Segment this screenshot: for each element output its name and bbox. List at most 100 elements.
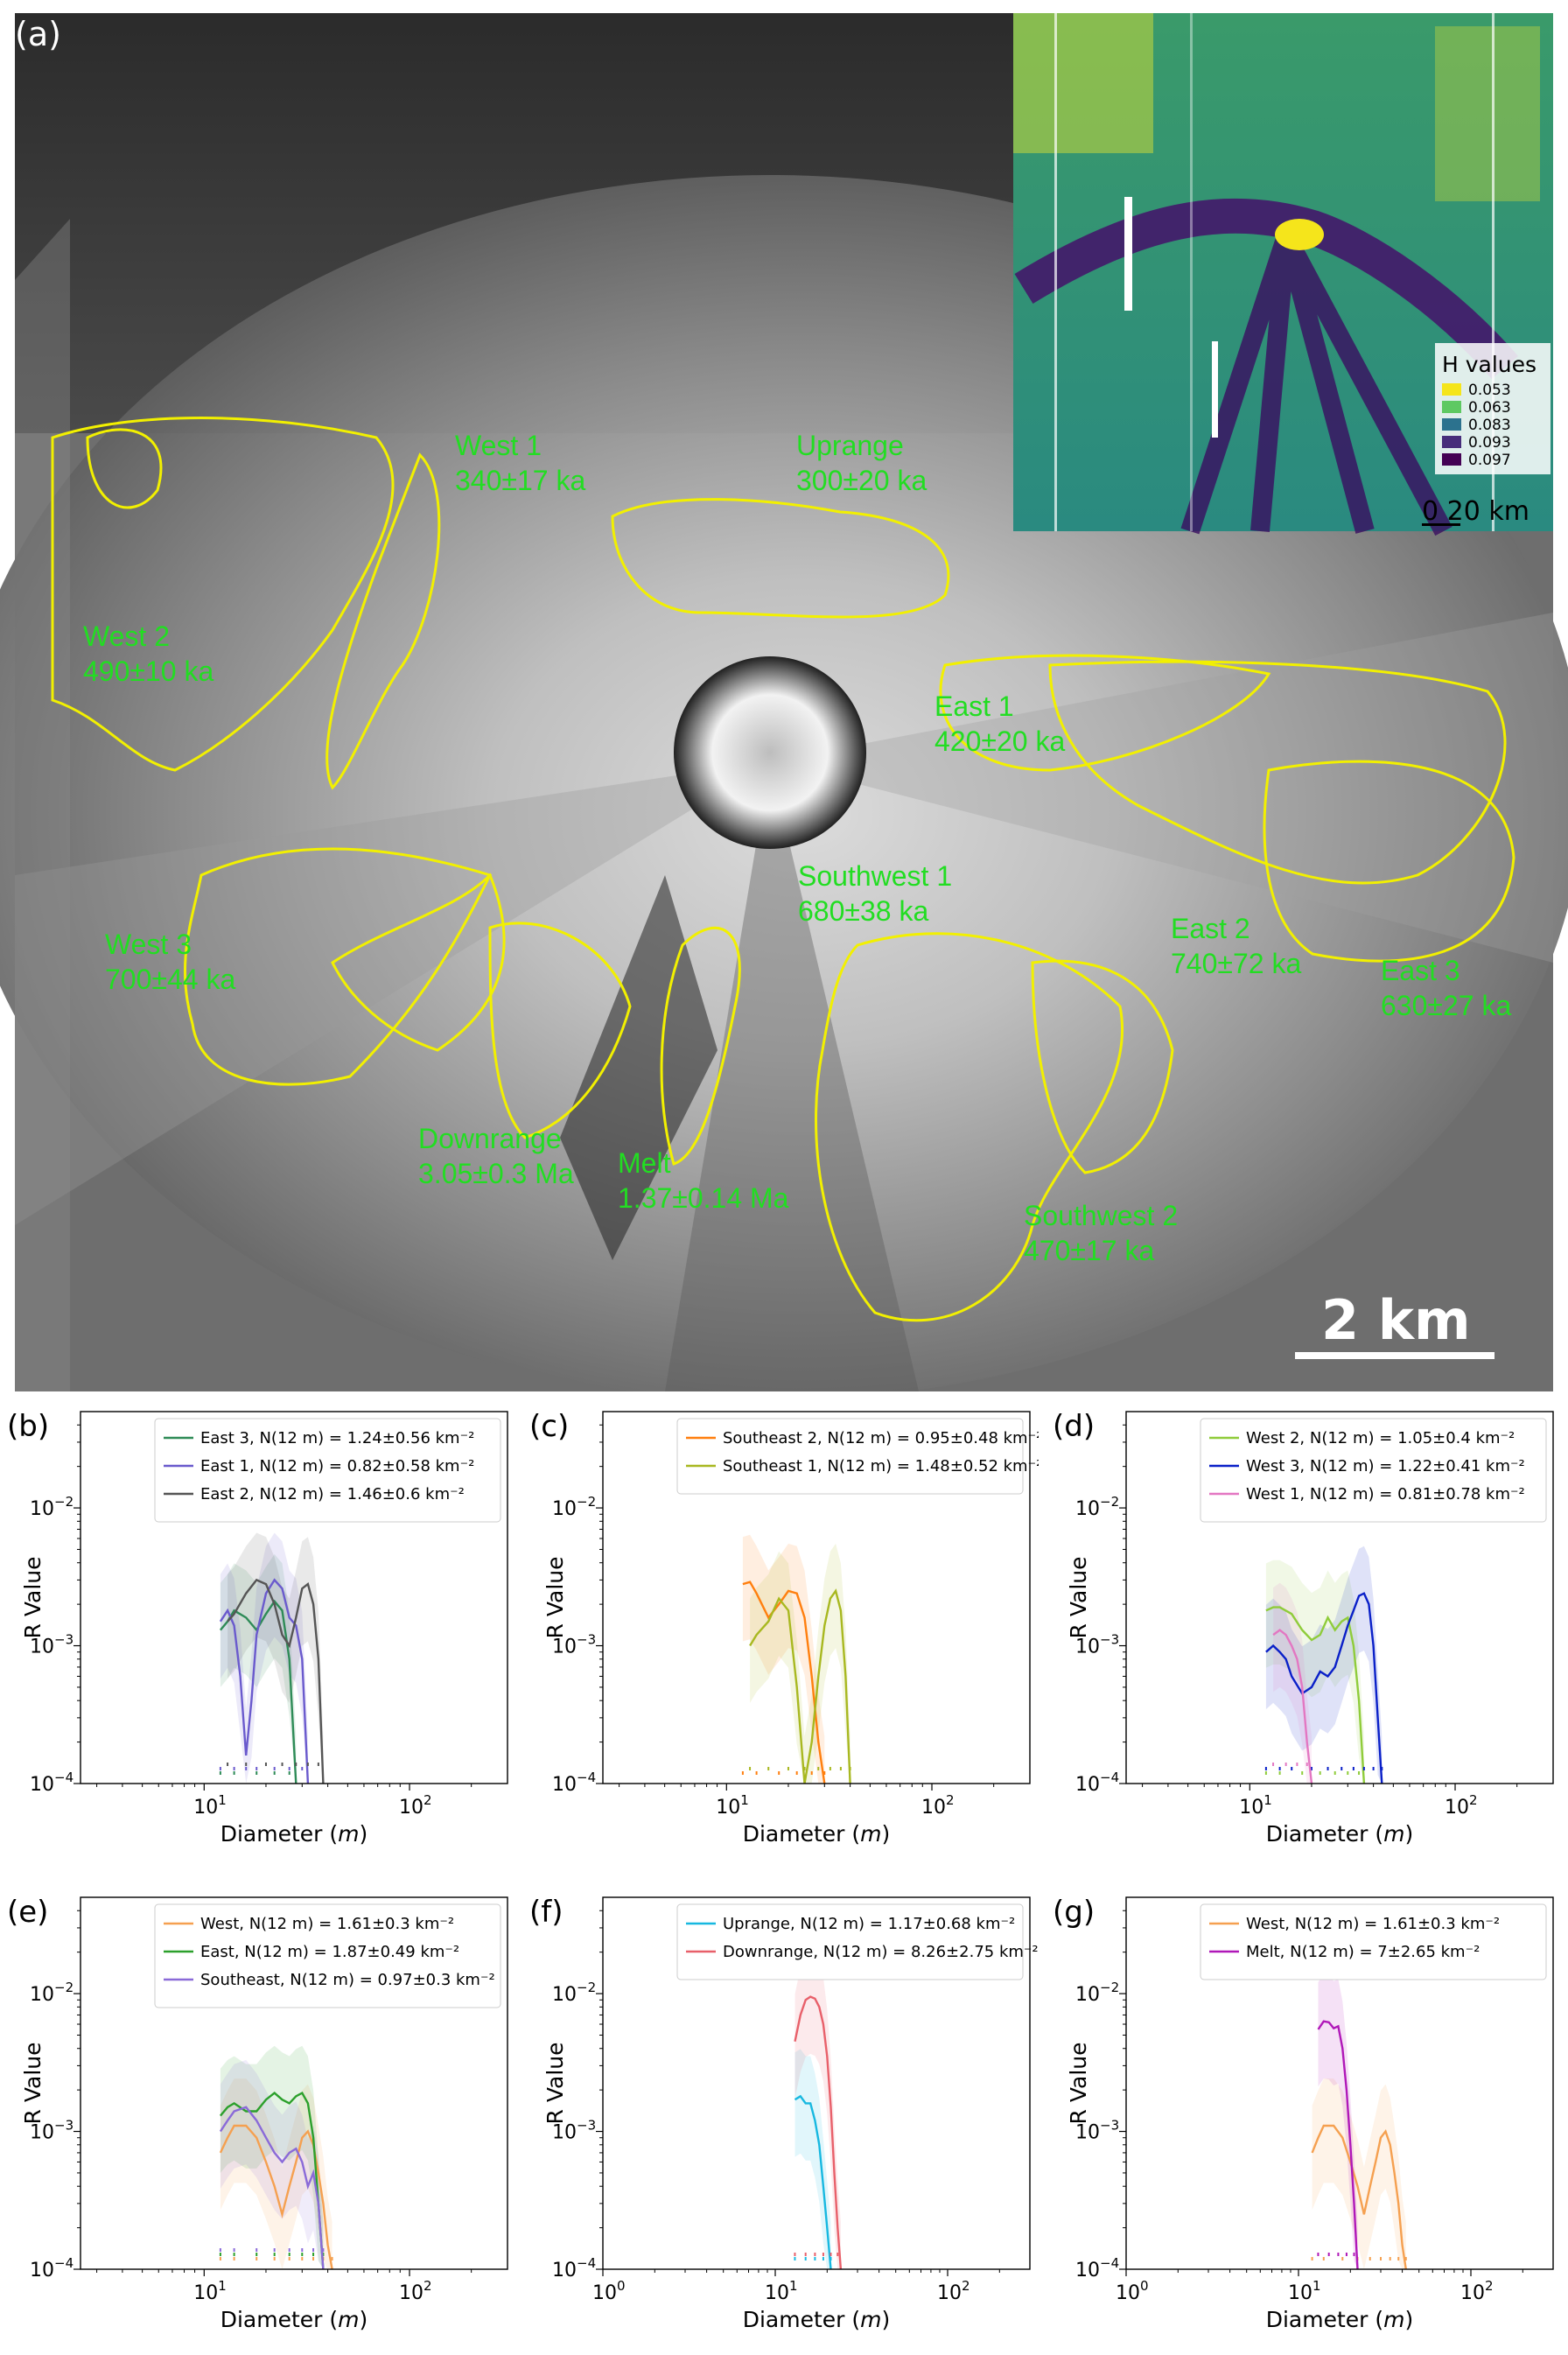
region-age-label: 1.37±0.14 Ma	[618, 1182, 789, 1214]
region-name-label: East 2	[1171, 913, 1250, 944]
series-line	[794, 2094, 832, 2270]
error-band	[1312, 2078, 1406, 2269]
y-tick-label: 10−4	[1075, 1770, 1119, 1796]
inset-legend-label: 0.097	[1468, 452, 1511, 469]
legend-entry: East, N(12 m) = 1.87±0.49 km⁻²	[200, 1943, 459, 1961]
panel-e: 101 102 10−4 10−3 10−2 Diameter (m) R Value (e)…	[0, 1882, 516, 2337]
panel-label-a: (a)	[15, 15, 61, 53]
error-band	[220, 2078, 332, 2269]
plot-frame	[602, 1411, 1031, 1784]
panel-b: 101 102 10−4 10−3 10−2 Diameter (m) R Value (b)…	[0, 1396, 516, 1851]
legend-entry: East 1, N(12 m) = 0.82±0.58 km⁻²	[200, 1457, 474, 1475]
series-line	[219, 2091, 325, 2270]
x-axis-label: Diameter (m)	[743, 1821, 891, 1847]
panel-label: (d)	[1053, 1409, 1095, 1444]
y-axis-label: R Value	[1066, 2043, 1091, 2125]
plot-frame	[1125, 1411, 1554, 1784]
x-axis-label: Diameter (m)	[220, 1821, 368, 1847]
y-axis-label: R Value	[542, 2043, 568, 2125]
x-axis-label: Diameter (m)	[220, 2307, 368, 2332]
region-age-label: 3.05±0.3 Ma	[418, 1158, 574, 1189]
error-band	[220, 2045, 324, 2269]
region-age-label: 490±10 ka	[83, 655, 214, 687]
inset-legend-swatch	[1442, 453, 1461, 466]
inset-legend-swatch	[1442, 436, 1461, 448]
series-line	[1311, 2124, 1407, 2270]
panel-g: 100 101 102 10−4 10−3 10−2 Diameter (m) R Value…	[1046, 1882, 1562, 2337]
error-band	[742, 1534, 825, 1784]
legend-entry: East 3, N(12 m) = 1.24±0.56 km⁻²	[200, 1429, 474, 1447]
x-axis-label: Diameter (m)	[743, 2307, 891, 2332]
legend-entry: Melt, N(12 m) = 7±2.65 km⁻²	[1246, 1943, 1480, 1961]
inset-legend-swatch	[1442, 418, 1461, 431]
y-axis-label: R Value	[542, 1557, 568, 1639]
region-name-label: Downrange	[418, 1123, 562, 1154]
region-age-label: 700±44 ka	[105, 964, 235, 995]
x-tick-label: 100	[592, 2278, 626, 2304]
error-band	[794, 1949, 841, 2269]
series-line	[1265, 1606, 1366, 1784]
series-line	[794, 1995, 843, 2270]
plot-frame	[80, 1411, 508, 1784]
legend-box	[676, 1418, 1024, 1495]
region-name-label: Southwest 1	[798, 860, 952, 892]
region-age-label: 470±17 ka	[1024, 1235, 1154, 1266]
y-tick-label: 10−2	[552, 1980, 596, 2006]
error-band	[750, 1543, 850, 1784]
y-tick-label: 10−2	[552, 1494, 596, 1520]
legend-box	[676, 1903, 1024, 1980]
region-age-label: 680±38 ka	[798, 895, 928, 927]
legend-entry: Southeast 2, N(12 m) = 0.95±0.48 km⁻²	[723, 1429, 1039, 1447]
legend-entry: West 1, N(12 m) = 0.81±0.78 km⁻²	[1246, 1485, 1525, 1503]
panel-f: 100 101 102 10−4 10−3 10−2 Diameter (m) R Value…	[522, 1882, 1039, 2337]
panel-label: (g)	[1053, 1895, 1095, 1930]
series-line	[1317, 2020, 1359, 2270]
series-line	[227, 1578, 325, 1784]
series-line	[219, 2124, 333, 2270]
y-axis-label: R Value	[20, 1557, 46, 1639]
error-band	[228, 1532, 324, 1784]
legend-box	[154, 1903, 501, 2008]
x-axis-label: Diameter (m)	[1266, 1821, 1414, 1847]
error-band	[1265, 1559, 1364, 1784]
y-tick-label: 10−3	[1075, 2118, 1119, 2144]
error-band	[1318, 1973, 1358, 2269]
panel-d: 101 102 10−4 10−3 10−2 Diameter (m) R Value (d)…	[1046, 1396, 1562, 1851]
inset-legend-title: H values	[1442, 352, 1536, 377]
panel-label: (e)	[7, 1895, 48, 1930]
inset-legend-label: 0.093	[1468, 434, 1511, 452]
y-axis-label: R Value	[1066, 1557, 1091, 1639]
error-band	[1265, 1545, 1382, 1784]
x-axis-label: Diameter (m)	[1266, 2307, 1414, 2332]
panel-c: 101 102 10−4 10−3 10−2 Diameter (m) R Value (c)…	[522, 1396, 1039, 1851]
legend-entry: West, N(12 m) = 1.61±0.3 km⁻²	[200, 1915, 454, 1933]
error-band	[794, 2049, 831, 2269]
legend-entry: West, N(12 m) = 1.61±0.3 km⁻²	[1246, 1915, 1500, 1933]
series-line	[749, 1588, 851, 1784]
x-tick-label: 100	[1116, 2278, 1149, 2304]
region-name-label: Uprange	[796, 430, 904, 461]
inset-legend-swatch	[1442, 383, 1461, 396]
region-age-label: 630±27 ka	[1381, 990, 1511, 1021]
y-axis-label: R Value	[20, 2043, 46, 2125]
inset-legend-swatch	[1442, 401, 1461, 413]
region-name-label: Southwest 2	[1024, 1200, 1178, 1231]
inset-scale-label: 0 20 km	[1422, 496, 1530, 527]
inset-legend-label: 0.083	[1468, 417, 1511, 434]
legend-entry: West 2, N(12 m) = 1.05±0.4 km⁻²	[1246, 1429, 1515, 1447]
region-name-label: West 1	[455, 430, 542, 461]
region-name-label: Melt	[618, 1147, 671, 1179]
legend-box	[1200, 1418, 1547, 1523]
legend-entry: East 2, N(12 m) = 1.46±0.6 km⁻²	[200, 1485, 465, 1503]
series-line	[219, 2106, 325, 2270]
series-line	[1265, 1592, 1383, 1784]
x-tick-label: 101	[765, 2278, 798, 2304]
region-name-label: West 3	[105, 929, 192, 960]
series-line	[742, 1581, 826, 1784]
region-name-label: East 1	[934, 690, 1014, 722]
panel-label: (f)	[529, 1895, 564, 1930]
plot-frame	[602, 1896, 1031, 2270]
legend-entry: Downrange, N(12 m) = 8.26±2.75 km⁻²	[723, 1943, 1039, 1961]
plot-frame	[1125, 1896, 1554, 2270]
